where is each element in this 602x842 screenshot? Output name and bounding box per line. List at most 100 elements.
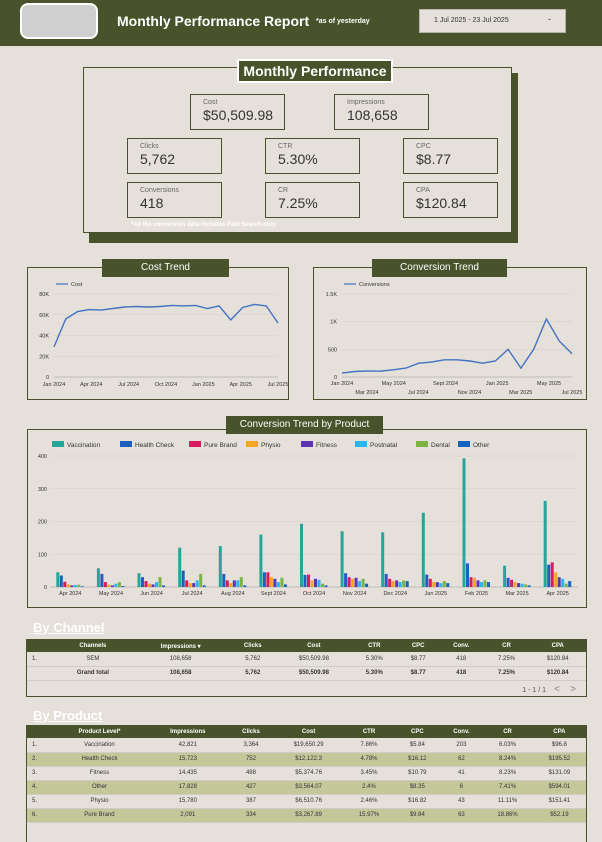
column-header[interactable]: CPC (411, 729, 424, 735)
column-header[interactable]: Cost (307, 643, 321, 649)
date-range-picker[interactable]: 1 Jul 2025 - 23 Jul 2025 - (419, 9, 566, 33)
table-cell: Health Check (81, 756, 118, 762)
table-row[interactable]: Grand total 108,658 5,762 $50,509.98 5.30% $8… (27, 666, 586, 680)
table-cell: 41 (458, 770, 465, 776)
column-header[interactable]: CR (502, 643, 511, 649)
column-header[interactable]: Product Level* (78, 729, 121, 735)
column-header[interactable]: Conv. (453, 729, 470, 735)
column-header[interactable]: CTR (368, 643, 381, 649)
column-header[interactable] (27, 726, 52, 738)
bar (162, 585, 165, 587)
column-header[interactable]: CPC (411, 643, 425, 649)
table-cell: SEM (86, 655, 100, 662)
bar (568, 581, 572, 587)
x-tick-label: Oct 2024 (155, 382, 177, 388)
legend-label: Fitness (316, 442, 338, 449)
bar (517, 583, 521, 587)
table-row[interactable]: 4. Other 17,828 427 $3,564.07 2.4% $8.35 6 7.41%… (27, 780, 586, 794)
table-cell: 2.4% (362, 784, 376, 790)
table-cell: 14,435 (178, 770, 197, 776)
bar (178, 547, 182, 587)
y-tick-label: 20K (39, 354, 49, 360)
y-tick-label: 60K (39, 313, 49, 319)
next-page-icon[interactable]: > (570, 683, 576, 695)
column-header[interactable]: CPA (551, 643, 564, 649)
series-line (341, 317, 573, 374)
column-header[interactable]: CR (503, 729, 512, 735)
table-cell: $12,122.3 (295, 756, 322, 762)
bar (188, 583, 192, 587)
column-header[interactable]: CTR (362, 729, 376, 735)
table-row[interactable]: 3. Fitness 14,435 498 $5,374.76 3.45% $10.79 41… (27, 766, 586, 780)
table-cell: Pure Brand (84, 812, 115, 818)
y-tick-label: 100 (38, 552, 47, 558)
table-row[interactable]: 5. Physio 15,780 387 $6,510.76 2.46% $16.82 43 1… (27, 794, 586, 808)
table-cell: $10.79 (408, 770, 427, 776)
cost-trend-chart: 0 20K 40K 60K 80K Cost Jan 2024 Apr 2024 Jul 202… (39, 282, 289, 388)
bar (476, 580, 480, 587)
kpi-value: 418 (140, 195, 164, 211)
table-cell: 5. (32, 798, 38, 804)
bar (199, 573, 203, 587)
x-tick-label: Jul 2025 (268, 382, 289, 388)
bar (236, 580, 240, 587)
table-cell: $9.84 (409, 812, 425, 818)
x-tick-label: Apr 2025 (230, 382, 252, 388)
date-range-value: 1 Jul 2025 - 23 Jul 2025 (434, 17, 509, 24)
bar (384, 573, 388, 587)
x-tick-label: Jun 2024 (140, 591, 163, 597)
table-cell: Physio (90, 798, 109, 804)
bar (103, 582, 107, 587)
table-cell: 108,658 (169, 670, 192, 676)
kpi-label: CPC (416, 143, 431, 150)
column-header[interactable]: Channels (79, 643, 107, 649)
bar (317, 579, 321, 587)
column-header[interactable]: CPA (553, 729, 566, 735)
x-tick-label: May 2024 (99, 591, 123, 597)
x-tick-label: Dec 2024 (383, 591, 407, 597)
y-tick-label: 1K (330, 320, 337, 326)
table-row[interactable]: 1. SEM 108,658 5,762 $50,509.98 5.30% $8.77 418… (27, 652, 586, 666)
column-header[interactable]: Conv. (453, 643, 470, 649)
bar (354, 577, 358, 587)
column-header[interactable]: Cost (301, 729, 316, 735)
bar (59, 575, 63, 587)
table-cell: 5.30% (365, 655, 383, 662)
bar (506, 577, 510, 587)
kpi-value: $120.84 (416, 195, 467, 211)
bar (466, 563, 469, 587)
table-row[interactable]: 6. Pure Brand 2,091 334 $3,267.89 15.97% $9.84… (27, 808, 586, 822)
legend-swatch (301, 441, 313, 447)
column-header[interactable]: Clicks (243, 643, 262, 649)
y-tick-label: 80K (39, 292, 49, 298)
column-header[interactable]: Impressions (170, 729, 206, 735)
y-tick-label: 40K (39, 334, 49, 340)
prev-page-icon[interactable]: < (554, 683, 560, 695)
bar (402, 580, 406, 587)
series-line (53, 303, 279, 348)
column-header[interactable]: Impressions ▾ (160, 643, 201, 650)
bar (480, 582, 483, 587)
kpi-clicks: Clicks 5,762 (127, 138, 222, 174)
table-cell: 2,091 (180, 812, 196, 818)
bar (314, 578, 317, 587)
table-cell: 15,723 (178, 756, 197, 762)
table-cell: 3. (32, 770, 38, 776)
kpi-value: $8.77 (416, 151, 452, 167)
table-cell: $131.09 (548, 770, 571, 776)
performance-title: Monthly Performance (237, 59, 393, 83)
bar (232, 580, 236, 587)
x-tick-label: Feb 2025 (465, 591, 488, 597)
x-tick-label: Jan 2025 (192, 382, 215, 388)
column-header[interactable]: Clicks (242, 729, 260, 735)
kpi-label: CR (278, 187, 289, 194)
x-tick-label: Mar 2025 (505, 591, 528, 597)
table-cell: $8.35 (409, 784, 425, 790)
column-header[interactable] (27, 640, 53, 652)
table-row[interactable]: 2. Health Check 15,723 752 $12,122.3 4.78% $16… (27, 752, 586, 766)
table-cell: 18.86% (497, 812, 518, 818)
legend-swatch (120, 441, 132, 447)
legend-label: Health Check (135, 442, 175, 449)
bar (266, 572, 270, 587)
table-row[interactable]: 1. Vaccination 42,821 3,364 $19,650.29 7.86% $… (27, 738, 586, 752)
